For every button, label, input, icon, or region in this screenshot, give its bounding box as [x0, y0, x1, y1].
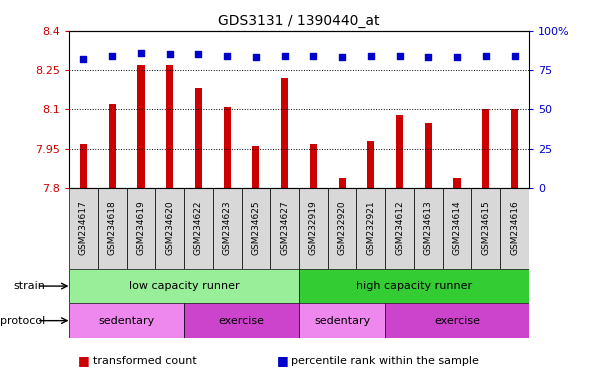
Point	[481, 53, 490, 59]
FancyBboxPatch shape	[69, 303, 184, 338]
FancyBboxPatch shape	[500, 188, 529, 269]
Point	[452, 55, 462, 61]
Text: GSM234622: GSM234622	[194, 200, 203, 255]
FancyBboxPatch shape	[299, 303, 385, 338]
Point	[79, 56, 88, 62]
Bar	[80, 144, 87, 188]
Point	[366, 53, 376, 59]
FancyBboxPatch shape	[69, 269, 299, 303]
Text: low capacity runner: low capacity runner	[129, 281, 239, 291]
Bar	[166, 65, 173, 188]
Text: percentile rank within the sample: percentile rank within the sample	[291, 356, 480, 366]
FancyBboxPatch shape	[98, 188, 127, 269]
Point	[222, 53, 232, 59]
Text: GSM234627: GSM234627	[280, 200, 289, 255]
Bar	[252, 146, 260, 188]
Text: high capacity runner: high capacity runner	[356, 281, 472, 291]
Text: GSM234625: GSM234625	[251, 200, 260, 255]
Bar	[195, 88, 202, 188]
FancyBboxPatch shape	[328, 188, 356, 269]
Text: ■: ■	[78, 354, 90, 367]
Point	[165, 51, 174, 58]
FancyBboxPatch shape	[184, 188, 213, 269]
Text: GSM234620: GSM234620	[165, 200, 174, 255]
Bar	[511, 109, 518, 188]
Text: GSM234615: GSM234615	[481, 200, 490, 255]
FancyBboxPatch shape	[184, 303, 299, 338]
Text: GSM234613: GSM234613	[424, 200, 433, 255]
Bar	[109, 104, 116, 188]
Bar	[482, 109, 489, 188]
FancyBboxPatch shape	[242, 188, 270, 269]
Bar	[138, 65, 145, 188]
Text: GSM234623: GSM234623	[222, 200, 231, 255]
Bar	[367, 141, 374, 188]
Bar	[281, 78, 288, 188]
Point	[424, 55, 433, 61]
Point	[395, 53, 404, 59]
FancyBboxPatch shape	[385, 188, 414, 269]
Text: exercise: exercise	[219, 316, 264, 326]
FancyBboxPatch shape	[471, 188, 500, 269]
FancyBboxPatch shape	[270, 188, 299, 269]
Text: GSM232919: GSM232919	[309, 200, 318, 255]
Point	[194, 51, 203, 58]
Text: ■: ■	[276, 354, 288, 367]
Point	[280, 53, 290, 59]
Point	[108, 53, 117, 59]
Point	[510, 53, 519, 59]
FancyBboxPatch shape	[414, 188, 443, 269]
Point	[337, 55, 347, 61]
Bar	[310, 144, 317, 188]
Text: sedentary: sedentary	[314, 316, 370, 326]
Text: strain: strain	[13, 281, 45, 291]
Text: GSM232921: GSM232921	[367, 200, 376, 255]
Text: exercise: exercise	[434, 316, 480, 326]
Text: transformed count: transformed count	[93, 356, 197, 366]
Point	[308, 53, 318, 59]
Bar	[425, 122, 432, 188]
FancyBboxPatch shape	[69, 188, 98, 269]
Text: GSM234617: GSM234617	[79, 200, 88, 255]
FancyBboxPatch shape	[443, 188, 471, 269]
FancyBboxPatch shape	[356, 188, 385, 269]
Point	[251, 55, 261, 61]
FancyBboxPatch shape	[385, 303, 529, 338]
FancyBboxPatch shape	[155, 188, 184, 269]
Text: GSM234614: GSM234614	[453, 200, 462, 255]
Text: GSM232920: GSM232920	[338, 200, 347, 255]
Text: GSM234616: GSM234616	[510, 200, 519, 255]
Text: GSM234618: GSM234618	[108, 200, 117, 255]
Bar	[224, 107, 231, 188]
Text: sedentary: sedentary	[99, 316, 154, 326]
Point	[136, 50, 146, 56]
Text: GSM234612: GSM234612	[395, 200, 404, 255]
FancyBboxPatch shape	[299, 188, 328, 269]
Bar	[396, 115, 403, 188]
FancyBboxPatch shape	[213, 188, 242, 269]
FancyBboxPatch shape	[299, 269, 529, 303]
FancyBboxPatch shape	[127, 188, 155, 269]
Bar	[338, 178, 346, 188]
Text: GSM234619: GSM234619	[136, 200, 145, 255]
Title: GDS3131 / 1390440_at: GDS3131 / 1390440_at	[218, 14, 380, 28]
Text: protocol: protocol	[0, 316, 45, 326]
Bar	[453, 178, 460, 188]
